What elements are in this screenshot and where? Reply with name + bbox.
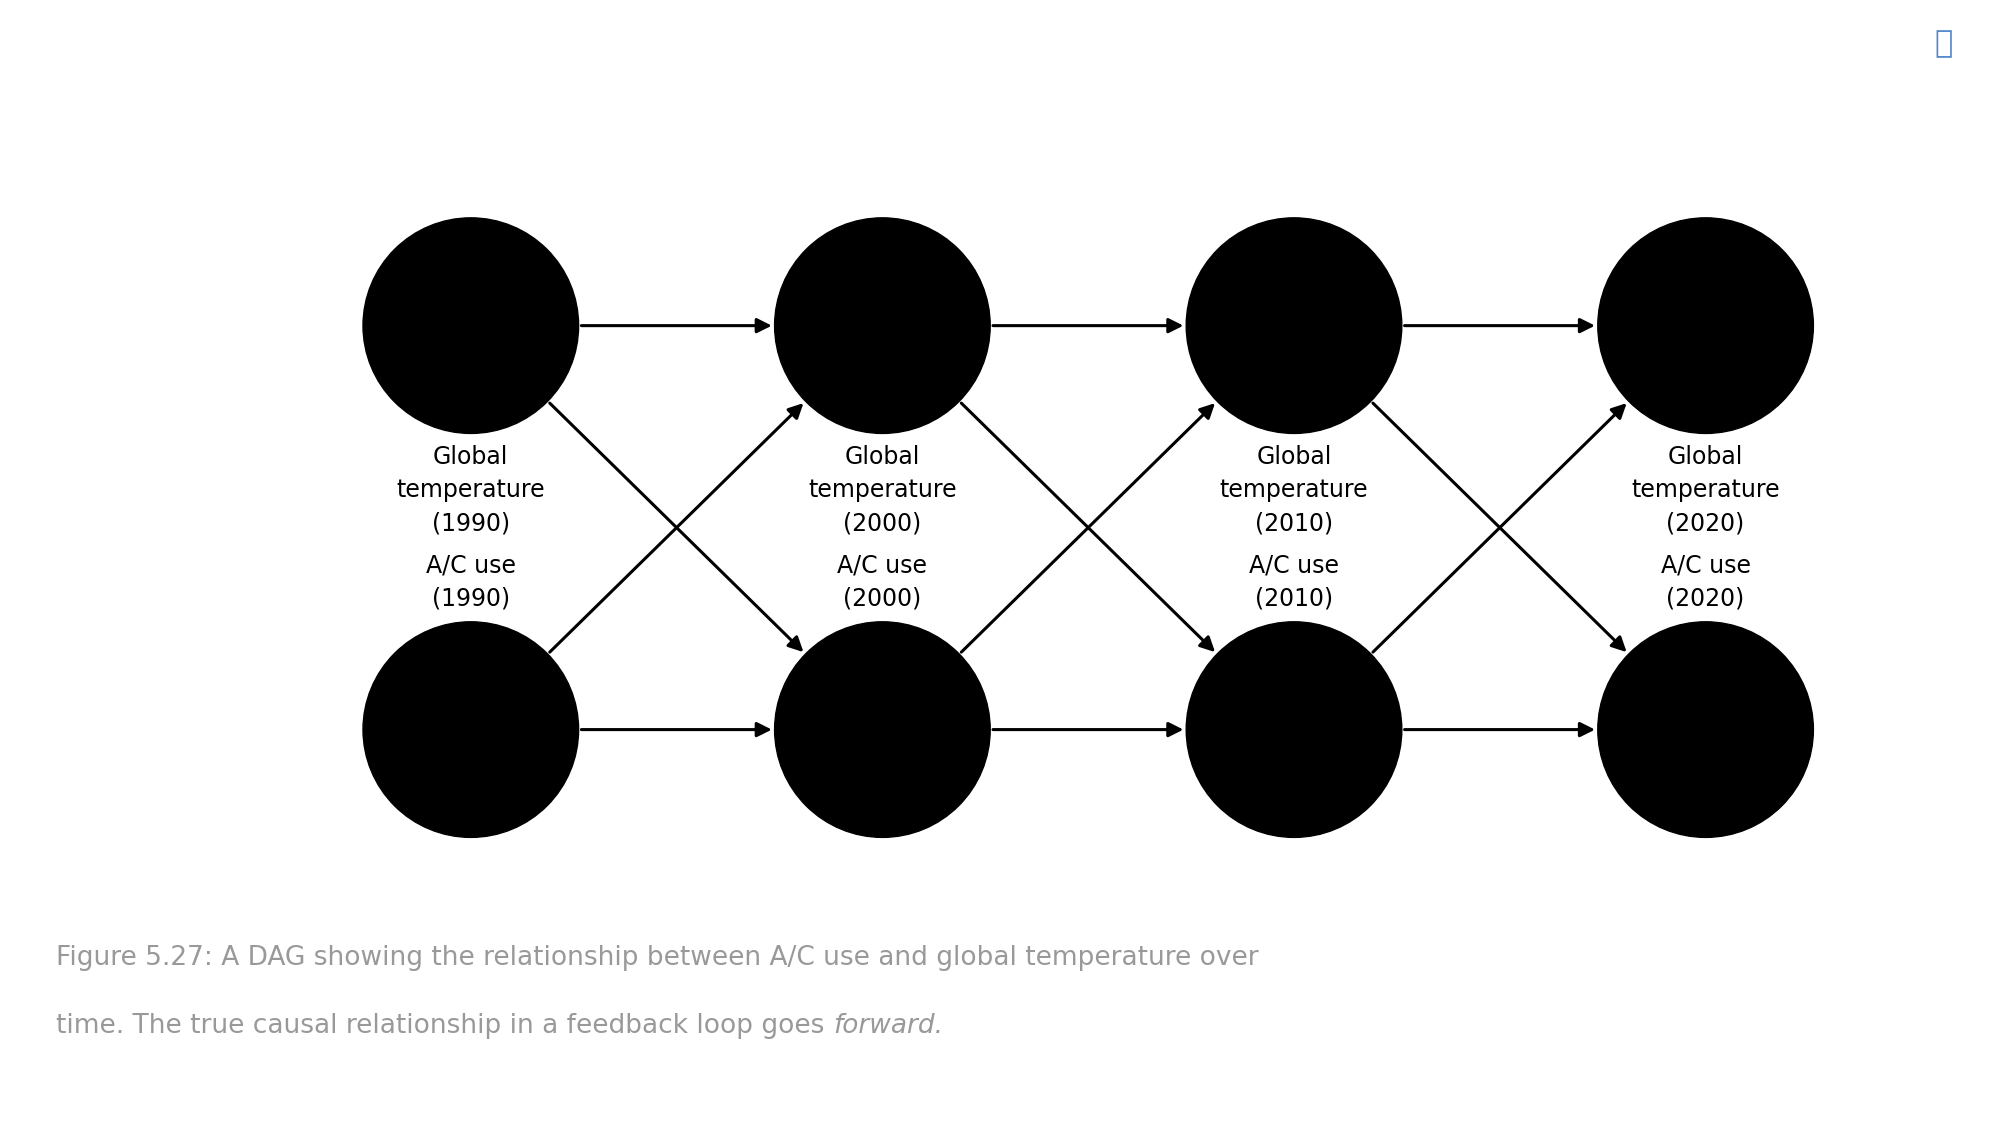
Text: A/C use
(2020): A/C use (2020) bbox=[1660, 553, 1750, 610]
Text: Figure 5.27: A DAG showing the relationship between A/C use and global temperatu: Figure 5.27: A DAG showing the relations… bbox=[56, 945, 1258, 971]
Ellipse shape bbox=[774, 218, 990, 434]
Text: Global
temperature
(1990): Global temperature (1990) bbox=[396, 444, 546, 536]
Ellipse shape bbox=[774, 622, 990, 837]
Ellipse shape bbox=[1598, 218, 1814, 434]
Ellipse shape bbox=[364, 622, 578, 837]
Text: Global
temperature
(2020): Global temperature (2020) bbox=[1632, 444, 1780, 536]
Text: Global
temperature
(2000): Global temperature (2000) bbox=[808, 444, 956, 536]
Text: A/C use
(2000): A/C use (2000) bbox=[838, 553, 928, 610]
Text: Global
temperature
(2010): Global temperature (2010) bbox=[1220, 444, 1368, 536]
Ellipse shape bbox=[1186, 218, 1402, 434]
Text: forward.: forward. bbox=[832, 1013, 942, 1040]
Text: A/C use
(2010): A/C use (2010) bbox=[1248, 553, 1340, 610]
Text: time. The true causal relationship in a feedback loop goes: time. The true causal relationship in a … bbox=[56, 1013, 832, 1040]
Ellipse shape bbox=[1598, 622, 1814, 837]
Text: A/C use
(1990): A/C use (1990) bbox=[426, 553, 516, 610]
Ellipse shape bbox=[364, 218, 578, 434]
Ellipse shape bbox=[1186, 622, 1402, 837]
Text: 🔗: 🔗 bbox=[1934, 29, 1954, 58]
